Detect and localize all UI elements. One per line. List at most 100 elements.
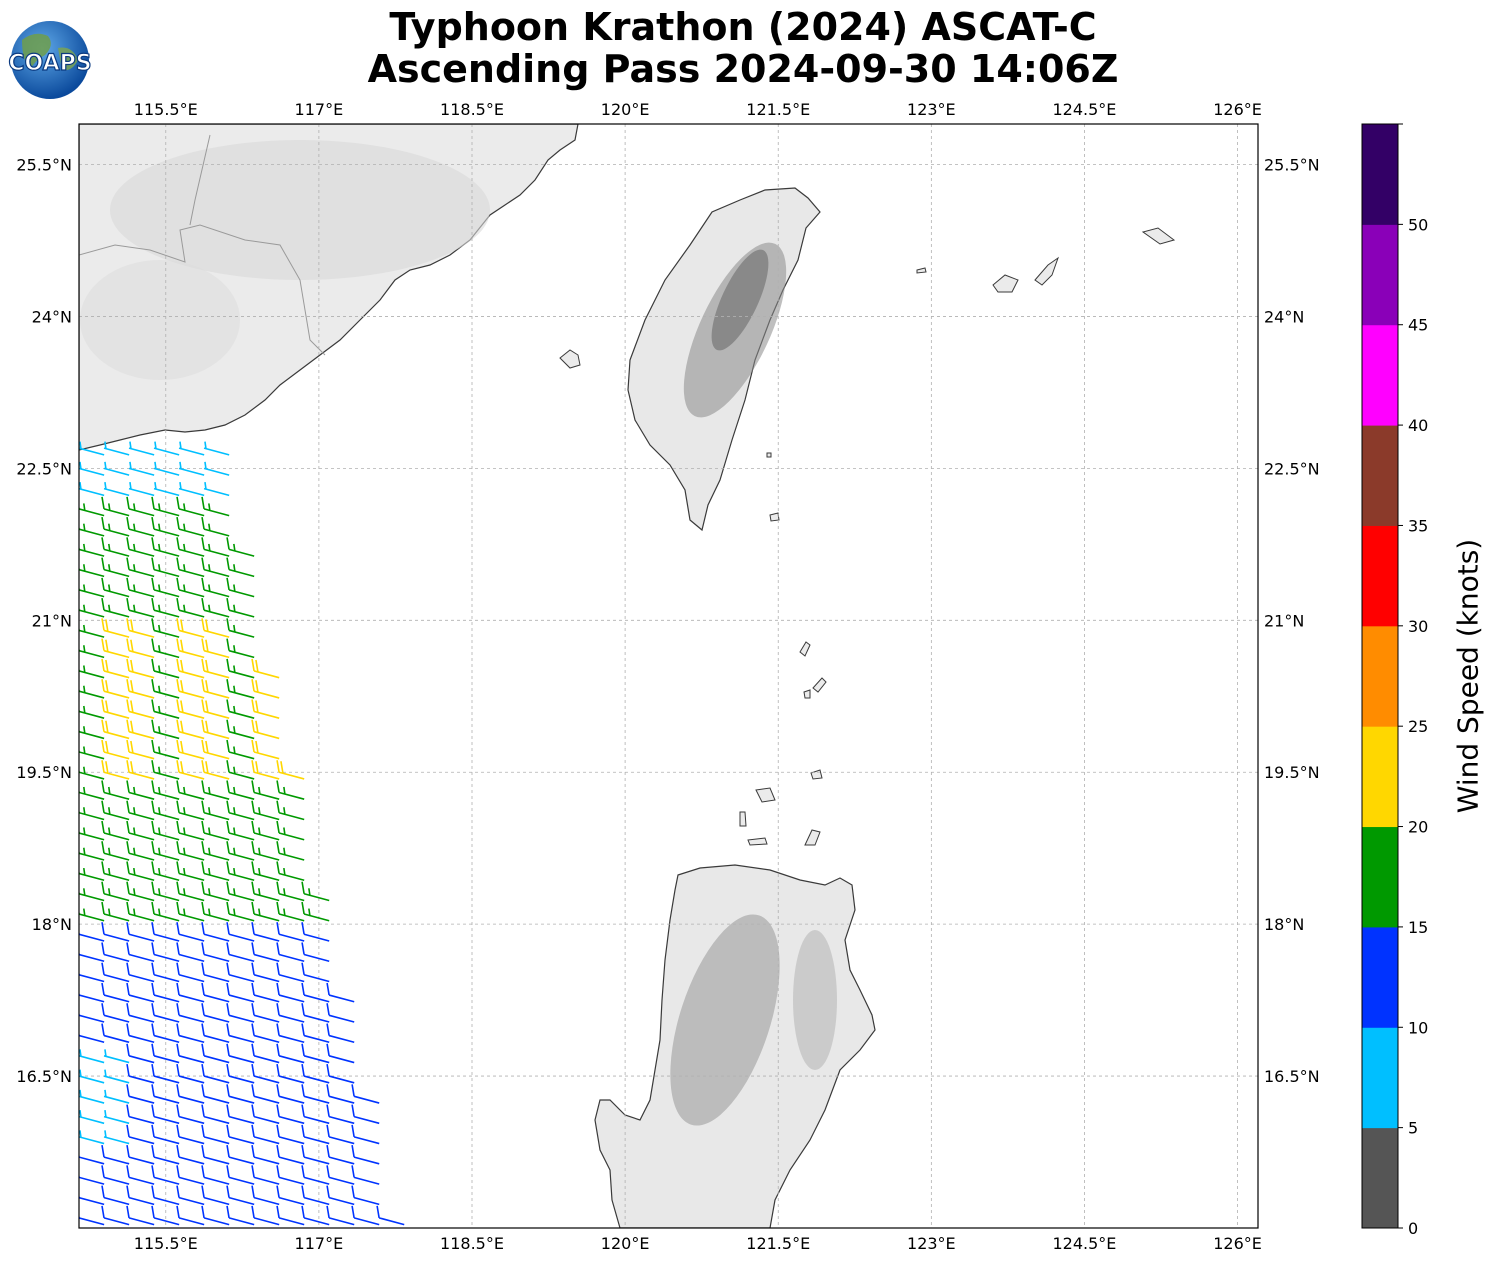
colorbar-segment xyxy=(1362,1127,1398,1229)
wind-barb xyxy=(151,699,180,719)
wind-barb xyxy=(176,679,205,699)
wind-barb xyxy=(176,1043,205,1064)
wind-barb xyxy=(251,1043,280,1064)
lat-tick-right: 25.5°N xyxy=(1264,156,1320,175)
wind-barb xyxy=(251,658,280,679)
wind-barb xyxy=(79,969,105,983)
wind-barb xyxy=(153,482,180,497)
wind-barb xyxy=(201,719,230,740)
wind-barb xyxy=(79,990,105,1003)
wind-barb xyxy=(201,1185,230,1206)
wind-barb xyxy=(326,1104,355,1125)
wind-barb xyxy=(176,841,205,861)
wind-barb xyxy=(153,441,180,456)
wind-barb xyxy=(151,739,180,760)
wind-barb xyxy=(79,441,105,456)
wind-barb xyxy=(326,1185,355,1206)
wind-barb xyxy=(126,557,155,578)
wind-barb xyxy=(276,901,305,922)
wind-barb xyxy=(79,523,105,537)
wind-barb xyxy=(79,888,105,902)
wind-barb xyxy=(351,1084,380,1104)
wind-barb xyxy=(176,962,205,983)
wind-barb xyxy=(251,1185,280,1206)
wind-barb xyxy=(103,1109,130,1125)
wind-barb xyxy=(101,800,130,821)
wind-barb xyxy=(103,1130,130,1145)
wind-barb xyxy=(376,1205,405,1226)
wind-barb xyxy=(251,962,280,983)
wind-barb xyxy=(126,841,155,861)
wind-barb xyxy=(226,638,255,659)
gridlines xyxy=(79,124,1258,1228)
wind-barb xyxy=(326,1023,355,1044)
wind-barb xyxy=(101,962,130,983)
wind-barb xyxy=(226,841,255,861)
wind-barb xyxy=(79,624,105,638)
wind-barb xyxy=(151,841,180,861)
wind-barb xyxy=(176,1003,205,1023)
wind-barb xyxy=(251,1104,280,1125)
lon-tick-top: 126°E xyxy=(1213,100,1262,119)
wind-barb xyxy=(201,1124,230,1145)
wind-barb xyxy=(251,1124,280,1145)
wind-barb xyxy=(201,557,230,578)
wind-barb xyxy=(151,679,180,699)
wind-barb xyxy=(326,1084,355,1104)
wind-barb xyxy=(251,679,280,699)
colorbar-tick-label: 50 xyxy=(1408,215,1428,234)
lat-tick-left: 19.5°N xyxy=(16,763,72,782)
wind-barb xyxy=(126,658,155,679)
wind-barbs xyxy=(79,441,405,1226)
lon-tick-top: 124.5°E xyxy=(1053,100,1117,119)
lon-tick-bottom: 115.5°E xyxy=(134,1234,198,1253)
wind-barb xyxy=(276,1023,305,1044)
wind-barb xyxy=(151,800,180,821)
lon-tick-top: 115.5°E xyxy=(134,100,198,119)
wind-barb xyxy=(79,1192,105,1206)
wind-barb xyxy=(326,1003,355,1023)
lon-tick-bottom: 118.5°E xyxy=(440,1234,504,1253)
wind-barb xyxy=(151,496,180,517)
wind-barb xyxy=(176,1084,205,1104)
wind-barb xyxy=(226,679,255,699)
wind-barb xyxy=(103,1089,130,1104)
wind-barb xyxy=(126,881,155,902)
wind-barb xyxy=(101,982,130,1003)
wind-barb xyxy=(79,482,105,497)
wind-barb xyxy=(251,780,280,800)
wind-barb xyxy=(226,699,255,719)
wind-barb xyxy=(176,1165,205,1185)
lat-tick-right: 19.5°N xyxy=(1264,763,1320,782)
wind-barb xyxy=(178,482,205,497)
wind-barb xyxy=(326,1043,355,1064)
wind-barb xyxy=(276,1165,305,1185)
wind-barb xyxy=(79,685,105,699)
wind-barb xyxy=(251,861,280,882)
wind-barb xyxy=(79,786,105,800)
wind-barb xyxy=(301,1144,330,1165)
wind-barb xyxy=(201,982,230,1003)
wind-barb xyxy=(176,1104,205,1125)
colorbar-segment xyxy=(1362,726,1398,828)
colorbar-segment xyxy=(1362,525,1398,627)
wind-barb xyxy=(126,1205,155,1226)
wind-barb xyxy=(151,1185,180,1206)
wind-barb xyxy=(126,1144,155,1165)
wind-barb xyxy=(101,658,130,679)
wind-barb xyxy=(226,1043,255,1064)
wind-barb xyxy=(79,807,105,821)
wind-barb xyxy=(203,461,230,476)
wind-barb xyxy=(79,564,105,578)
wind-barb xyxy=(301,922,330,942)
wind-barb xyxy=(251,901,280,922)
wind-barb xyxy=(276,820,305,841)
wind-barb xyxy=(351,1165,380,1185)
colorbar: 0 5 10 15 20 25 30 35 40 45 50 xyxy=(1361,123,1428,1238)
wind-barb xyxy=(103,461,130,476)
wind-barb xyxy=(276,1205,305,1226)
wind-barb xyxy=(176,618,205,638)
wind-barb xyxy=(101,1023,130,1044)
wind-barb xyxy=(79,1172,105,1185)
